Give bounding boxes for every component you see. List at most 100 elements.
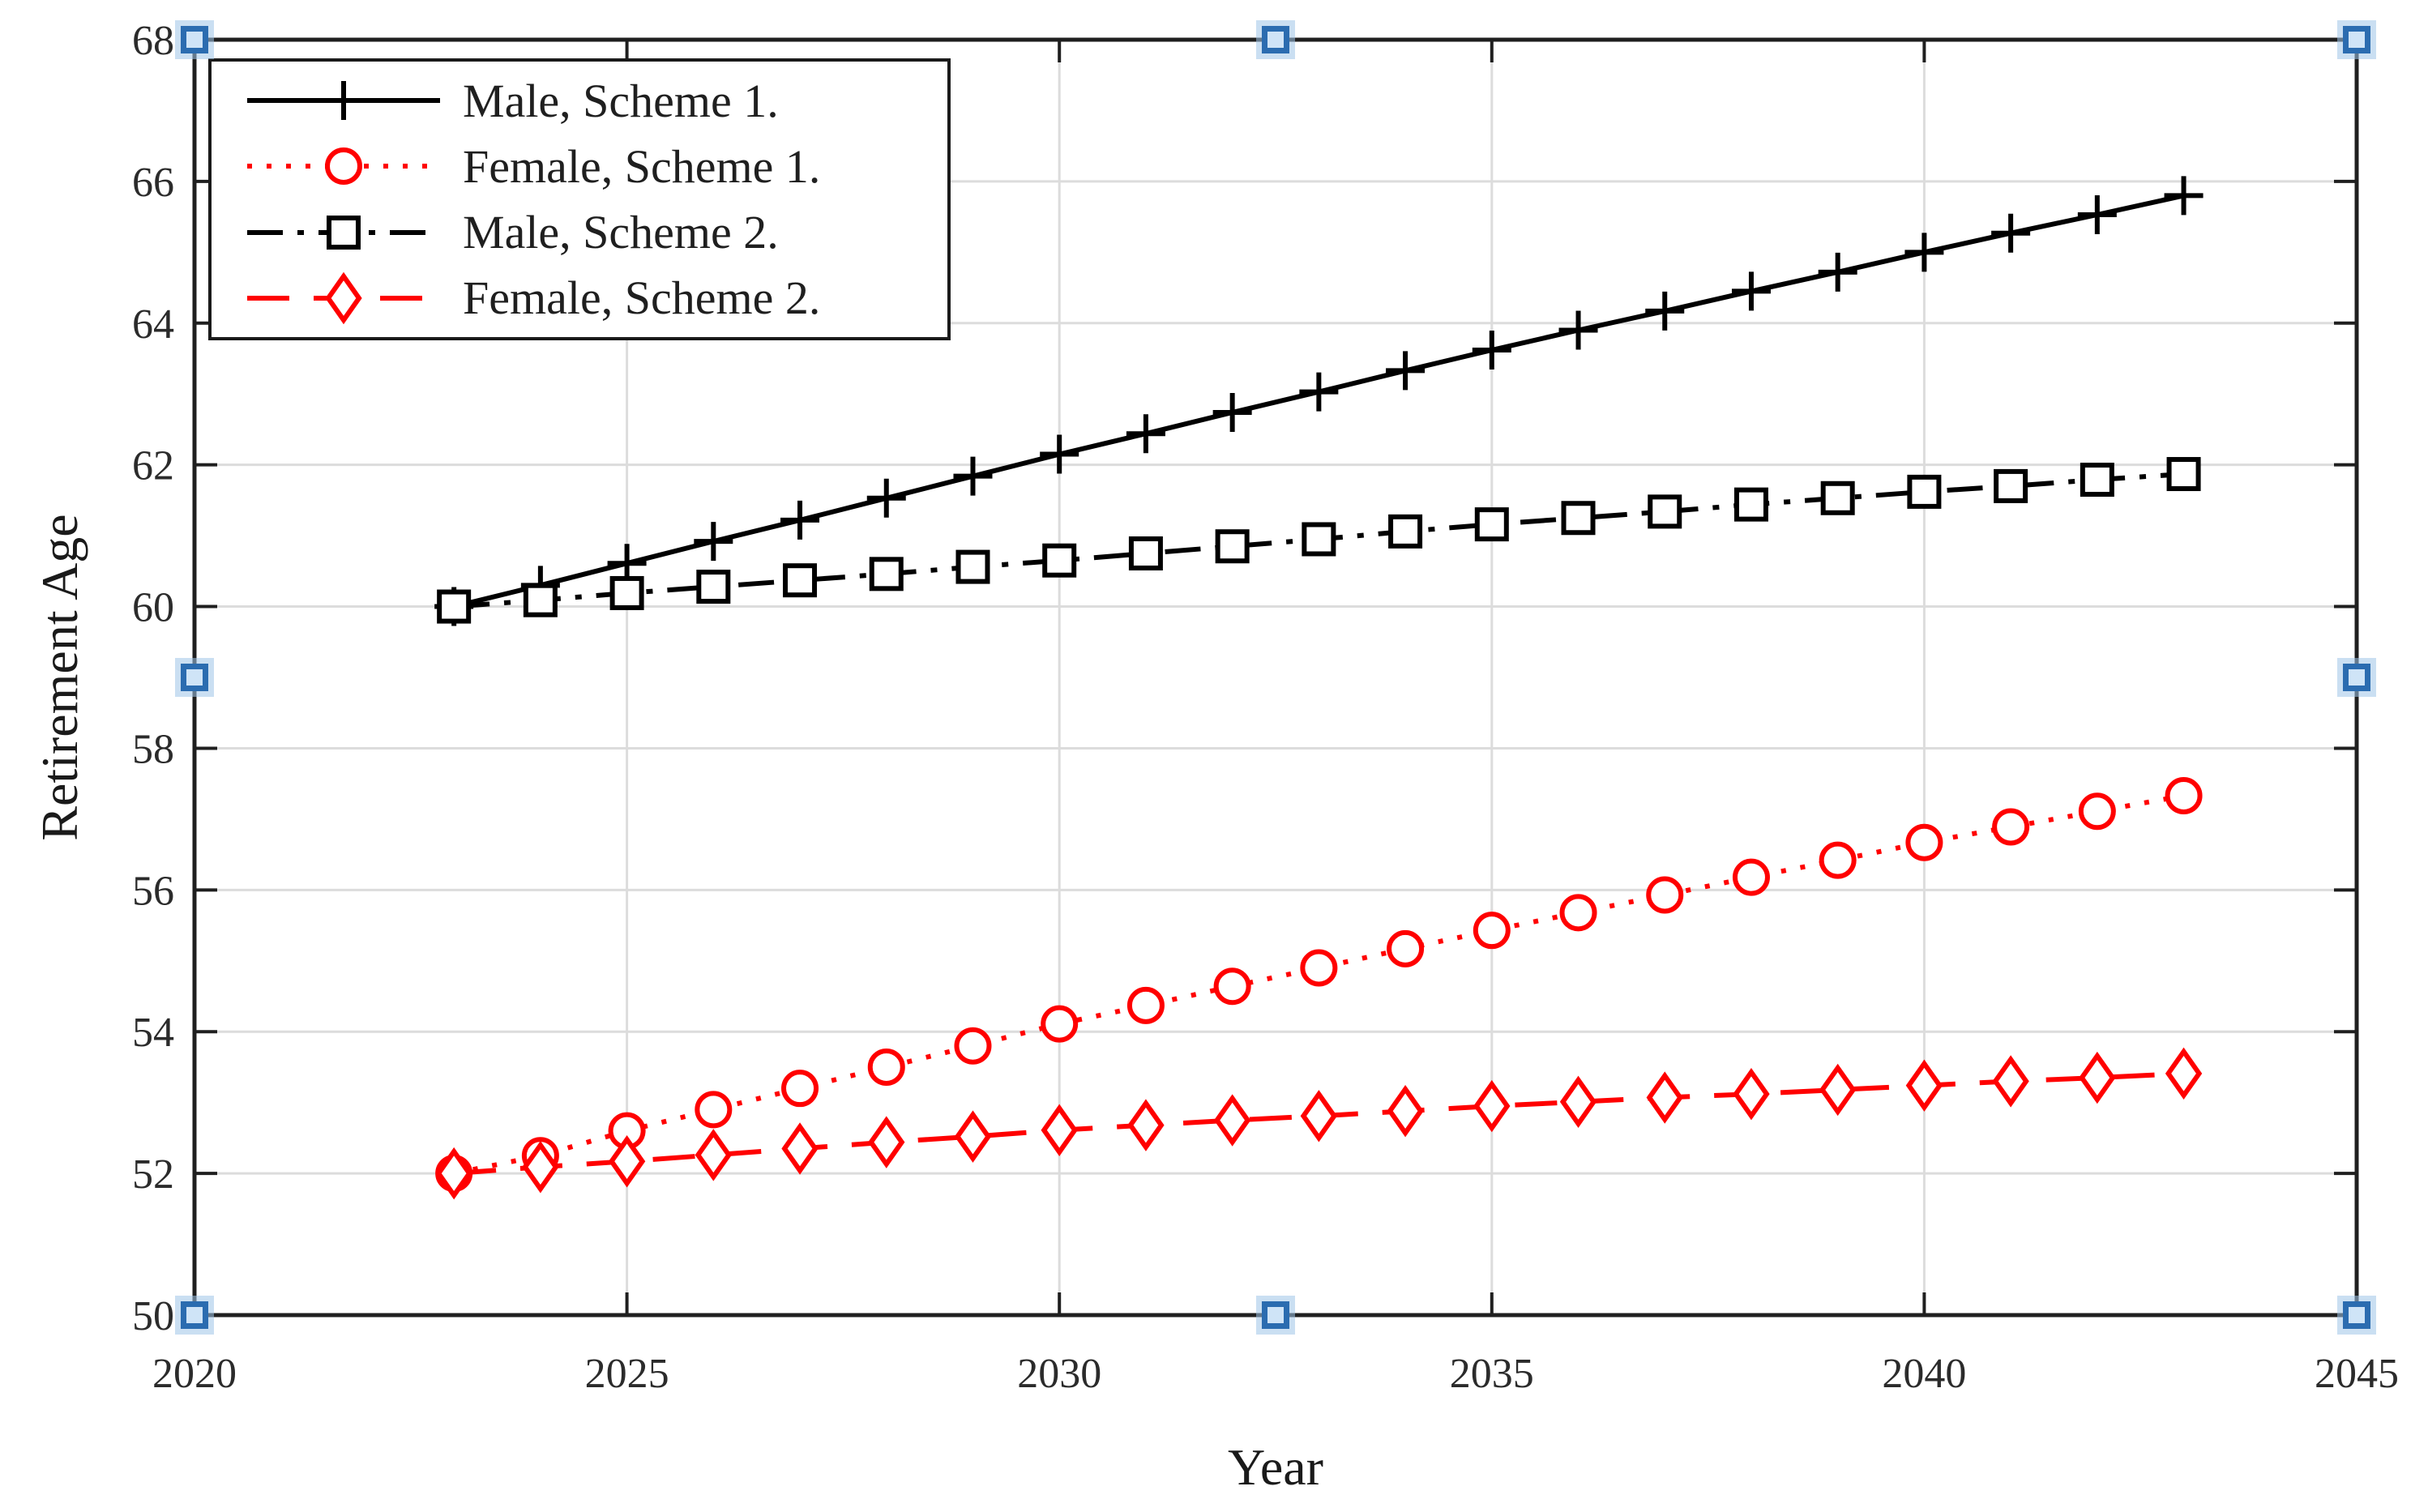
x-tick-label: 2025 [585,1351,669,1397]
circle-marker [1992,808,2030,846]
selection-handle-bottom-right[interactable] [2343,1301,2370,1329]
x-tick-label: 2020 [152,1351,237,1397]
square-marker [696,570,731,604]
circle-marker [1041,1005,1079,1043]
selection-handle-top-right[interactable] [2343,26,2370,53]
plus-marker [866,478,906,518]
square-marker [955,549,990,584]
square-marker [327,215,361,250]
legend-sample-plus [247,81,440,121]
square-marker [1474,507,1509,542]
x-tick-label: 2030 [1017,1351,1101,1397]
legend-label: Female, Scheme 2. [463,271,821,325]
y-tick-label: 52 [132,1151,174,1198]
diamond-marker [1905,1059,1943,1112]
plus-marker [1126,414,1165,454]
circle-marker [954,1027,992,1065]
circle-marker [325,147,362,186]
diamond-marker [1733,1067,1770,1121]
x-tick-label: 2040 [1882,1351,1966,1397]
diamond-marker [608,1135,646,1188]
square-marker [1302,522,1336,557]
diamond-marker [1473,1079,1511,1133]
circle-marker [1387,929,1425,967]
circle-marker [1473,912,1511,950]
plus-marker [1904,233,1944,272]
square-marker [1561,501,1596,536]
x-tick-label: 2035 [1450,1351,1534,1397]
y-tick-label: 60 [132,585,174,631]
legend-item: Female, Scheme 2. [242,267,939,330]
circle-marker [781,1070,819,1108]
circle-marker [867,1048,905,1086]
square-marker [1128,536,1163,570]
y-tick-label: 66 [132,160,174,206]
legend-label: Female, Scheme 1. [463,139,821,193]
plus-marker [324,81,363,121]
square-marker [869,557,904,592]
diamond-marker [695,1129,732,1181]
legend: Male, Scheme 1. Female, Scheme 1. Male, Sc… [208,58,951,340]
square-marker [1994,468,2028,503]
circle-marker [695,1091,733,1129]
plus-marker [2164,176,2204,216]
x-axis-label: Year [1228,1438,1323,1496]
plus-marker [1645,291,1685,331]
plus-marker [2077,194,2117,234]
diamond-marker [1213,1094,1251,1147]
plus-marker [1558,310,1598,350]
diamond-marker [781,1122,819,1175]
square-marker [2166,457,2201,492]
circle-marker [1905,823,1943,861]
diamond-marker [1992,1055,2029,1108]
y-tick-label: 54 [132,1010,174,1056]
square-marker [437,589,472,624]
legend-item: Female, Scheme 1. [242,135,939,198]
plus-marker [1386,351,1426,391]
legend-sample-diamond [247,271,440,324]
legend-item: Male, Scheme 2. [242,201,939,264]
selection-handle-top-left[interactable] [181,26,208,53]
diamond-marker [868,1116,905,1168]
circle-marker [1213,967,1251,1006]
diamond-marker [2165,1047,2203,1100]
x-tick-label: 2045 [2315,1351,2399,1397]
diamond-marker [1041,1104,1078,1156]
circle-marker [1300,949,1338,987]
plus-marker [953,456,993,496]
legend-label: Male, Scheme 2. [463,206,779,259]
plus-marker [1212,392,1252,432]
square-marker [1733,487,1768,522]
y-tick-label: 56 [132,868,174,914]
diamond-marker [1127,1099,1165,1151]
diamond-marker [1559,1075,1597,1129]
square-marker [2080,463,2114,498]
circle-marker [1732,858,1770,896]
diamond-marker [1646,1071,1683,1124]
y-tick-label: 64 [132,301,174,348]
circle-marker [2165,777,2203,815]
selection-handle-middle-right[interactable] [2343,664,2370,691]
square-marker [1388,514,1423,549]
square-marker [1820,481,1855,515]
plus-marker [1040,434,1079,474]
diamond-marker [325,271,362,324]
plus-marker [1991,213,2031,253]
selection-handle-bottom-center[interactable] [1262,1301,1289,1329]
square-marker [783,563,818,598]
circle-marker [1559,894,1597,932]
circle-marker [1646,876,1684,914]
diamond-marker [1387,1084,1424,1138]
square-marker [1215,529,1250,564]
selection-handle-top-center[interactable] [1262,26,1289,53]
legend-sample-circle [247,147,440,186]
diamond-marker [2079,1051,2116,1104]
plus-marker [1299,372,1339,412]
circle-marker [1819,841,1857,879]
legend-item: Male, Scheme 1. [242,69,939,132]
circle-marker [2078,792,2116,831]
selection-handle-middle-left[interactable] [181,664,208,691]
selection-handle-bottom-left[interactable] [181,1301,208,1329]
diamond-marker [1819,1063,1857,1117]
